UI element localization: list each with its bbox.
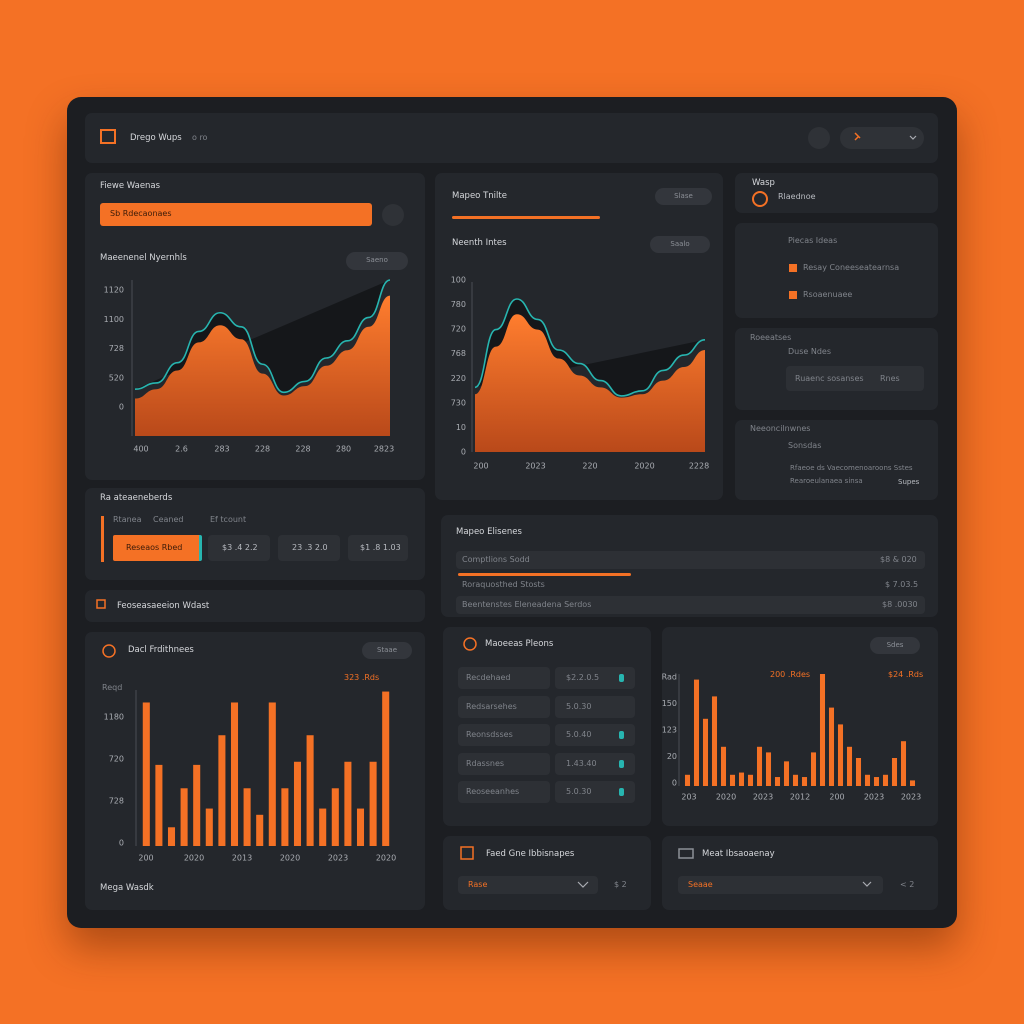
row-value: 1.43.40 — [566, 758, 597, 768]
card-title: Dacl Frdithnees — [128, 645, 194, 655]
select-text: Seaae — [688, 880, 713, 889]
stat: $3 .4 2.2 — [222, 543, 258, 552]
row-icon — [619, 759, 624, 768]
peak-card — [435, 173, 723, 500]
annotation: $24 .Rds — [888, 670, 924, 679]
header-meta: o ro — [192, 133, 208, 142]
tab[interactable]: Ef tcount — [210, 515, 247, 524]
side-item: Rlaednoe — [778, 192, 816, 201]
row-value: $8 .0030 — [882, 600, 918, 609]
row-value: 5.0.30 — [566, 701, 592, 711]
card-title: Piecas Ideas — [788, 236, 838, 245]
search-bar[interactable] — [100, 203, 372, 226]
card-title: Fiewe Waenas — [100, 181, 161, 191]
chart-button[interactable]: Sdes — [870, 637, 920, 654]
row-value: $2.2.0.5 — [566, 673, 600, 682]
row-cell — [458, 724, 550, 746]
row-label: Redsarsehes — [466, 701, 517, 711]
section-card — [85, 590, 425, 622]
stat-box — [278, 535, 340, 561]
row-cell — [458, 781, 550, 803]
tabs-card — [85, 488, 425, 580]
note-action[interactable]: Supes — [898, 478, 920, 486]
tab[interactable]: Ceaned — [153, 515, 184, 524]
row-label: Reoseeanhes — [466, 787, 520, 796]
card-subtitle: Sonsdas — [788, 441, 822, 450]
stat: 23 .3 2.0 — [292, 543, 328, 552]
card-title: Maoeeas Pleons — [485, 639, 554, 649]
icon — [752, 191, 768, 207]
form-label: Duse Ndes — [788, 347, 832, 356]
row-icon — [619, 788, 624, 796]
section-title: Feoseasaeeion Wdast — [117, 601, 210, 611]
card-footer: Mega Wasdk — [100, 883, 154, 893]
card-button[interactable]: Slase — [655, 188, 712, 205]
progress-bar — [458, 573, 631, 576]
card-title: Wasp — [752, 178, 775, 188]
row-cell — [458, 667, 550, 689]
row-label: Reonsdsses — [466, 730, 513, 739]
stat-box — [348, 535, 408, 561]
bullet — [789, 264, 797, 272]
progress-track — [458, 573, 925, 576]
footer-card — [443, 836, 651, 910]
row-cell — [458, 695, 550, 718]
tab-button[interactable] — [113, 535, 202, 561]
card-title: Mapeo Tnilte — [452, 191, 507, 201]
search-button[interactable] — [382, 204, 404, 226]
stat-box — [208, 535, 270, 561]
row-label: Beentenstes Eleneadena Serdos — [462, 600, 592, 609]
chart-button[interactable]: Saeno — [346, 252, 408, 270]
row-icon — [619, 731, 624, 739]
row-value: $8 & 020 — [880, 555, 917, 564]
chart-title: Neenth Intes — [452, 238, 507, 248]
dropdown[interactable] — [840, 127, 924, 149]
select[interactable] — [458, 876, 598, 894]
chart-button[interactable]: Saalo — [650, 236, 710, 253]
accent — [101, 516, 104, 562]
card-title: Mapeo Elisenes — [456, 527, 522, 537]
row-label: Roraquosthed Stosts — [462, 580, 545, 589]
row-label: Rdassnes — [466, 758, 505, 768]
stat: $1 .8 1.03 — [360, 543, 401, 552]
row-value: 5.0.40 — [566, 730, 592, 739]
search-text: Sb Rdecaonaes — [110, 209, 172, 218]
bar-card — [85, 632, 425, 910]
card-title: Roeeatses — [750, 333, 792, 342]
bullet — [789, 291, 797, 299]
row-cell — [458, 752, 550, 775]
select-text: Rase — [468, 880, 488, 889]
card-title: Faed Gne Ibbisnapes — [486, 849, 575, 859]
row-value: $ 7.03.5 — [885, 580, 919, 589]
input-action[interactable]: Rnes — [880, 374, 900, 383]
chart-title: Maeenenel Nyernhls — [100, 253, 187, 263]
card-title: Neeoncilnwnes — [750, 424, 811, 433]
row-label: Recdehaed — [466, 673, 511, 682]
annotation: 200 .Rdes — [770, 670, 811, 679]
aside: $ 2 — [614, 880, 627, 889]
progress-bar — [452, 216, 601, 219]
progress-track — [452, 216, 712, 219]
icon-button[interactable] — [808, 127, 830, 149]
row-icon — [619, 674, 624, 682]
note-line: Rearoeulanaea sinsa — [790, 477, 863, 485]
bar-card — [662, 627, 938, 826]
chart-button[interactable]: Staae — [362, 642, 412, 659]
y-axis-title: Reqd — [102, 683, 123, 692]
side-item: Resay Coneeseatearnsa — [803, 263, 900, 272]
card-title: Ra ateaeneberds — [100, 493, 173, 503]
tab[interactable]: Rtanea — [113, 515, 142, 524]
side-item: Rsoaenuaee — [803, 290, 853, 299]
footer-card — [662, 836, 938, 910]
header-title: Drego Wups — [130, 133, 182, 143]
card-title: Meat Ibsaoaenay — [702, 849, 775, 859]
row-label: Comptlions Sodd — [462, 555, 530, 564]
tab-button-text: Reseaos Rbed — [126, 543, 183, 552]
row-value: 5.0.30 — [566, 787, 592, 796]
note-line: Rfaeoe ds Vaecomenoaroons Sstes — [790, 464, 913, 472]
aside: < 2 — [900, 880, 915, 889]
input-text: Ruaenc sosanses — [795, 374, 864, 383]
annotation: 323 .Rds — [344, 673, 380, 682]
